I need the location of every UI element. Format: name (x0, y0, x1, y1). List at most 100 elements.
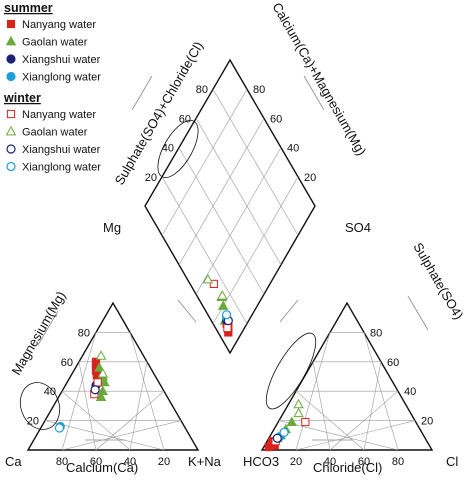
legend-marker-summer-xiangshui-water (6, 54, 16, 64)
legend: summer Nanyang water Gaolan water Xiangshui… (3, 1, 101, 174)
tick-label: 40 (124, 456, 136, 468)
diagram-frame (26, 58, 434, 451)
point-summer-gaolan-water (94, 362, 105, 372)
point-summer-gaolan-water (217, 300, 229, 310)
tick-label: 80 (196, 84, 208, 96)
tick-label: 40 (287, 143, 299, 155)
grid-line (195, 147, 282, 295)
data-points (54, 273, 310, 452)
grid-line (61, 420, 182, 451)
grid-line (195, 118, 282, 265)
legend-label-winter-gaolan-water: Gaolan water (22, 127, 88, 139)
legend-label-summer-xianglong-water: Xianglong water (22, 72, 101, 84)
tick-labels: 80 60 40 20 80 60 40 20 20 40 60 80 20 40 60 80 20 40 60 80… (27, 84, 434, 468)
legend-label-summer-gaolan-water: Gaolan water (22, 37, 88, 49)
cation-triangle-outline (26, 301, 200, 451)
diamond-outline (144, 58, 316, 355)
point-summer-gaolan-water (286, 416, 297, 426)
tick-label: 60 (90, 456, 102, 468)
legend-label-winter-nanyang-water: Nanyang water (22, 109, 96, 121)
tick-label: 60 (387, 357, 399, 369)
point-winter-nanyang-water (209, 279, 218, 289)
point-winter-xianglong-water (54, 423, 65, 433)
point-winter-gaolan-water (95, 350, 107, 360)
tick-label: 20 (304, 172, 316, 184)
grid-line (161, 176, 248, 324)
legend-marker-winter-xiangshui-water (6, 144, 16, 154)
direction-arrow (303, 75, 325, 111)
tick-label: 20 (145, 172, 157, 184)
legend-marker-summer-gaolan-water (5, 35, 17, 46)
axis-title-magnesium: Magnesium(Mg) (9, 289, 69, 378)
grid-line (78, 361, 97, 451)
point-winter-xianglong-water (222, 310, 232, 320)
highlight-ellipse (19, 382, 61, 430)
axis-title-sulphate: Sulphate(SO4) (410, 240, 465, 322)
legend-marker-summer-xianglong-water (6, 71, 16, 82)
grid-line (178, 147, 265, 295)
corner-label-hco3: HCO3 (243, 454, 279, 469)
highlight-ellipse (265, 332, 317, 410)
corner-label-cl: Cl (446, 454, 458, 469)
grid-line (278, 420, 399, 451)
tick-label: 80 (56, 456, 68, 468)
corner-label-mg: Mg (103, 220, 121, 235)
point-winter-xianglong-water (279, 427, 289, 437)
grid-line (363, 361, 382, 451)
decorations (19, 75, 429, 441)
tick-label: 40 (404, 386, 416, 398)
legend-marker-winter-xianglong-water (6, 161, 16, 172)
tick-label: 80 (253, 84, 265, 96)
legend-label-winter-xianglong-water: Xianglong water (22, 162, 101, 174)
tick-label: 20 (27, 416, 39, 428)
point-summer-gaolan-water (95, 391, 107, 401)
tick-label: 80 (78, 327, 90, 339)
legend-marker-winter-nanyang-water (6, 109, 16, 119)
legend-marker-summer-nanyang-water (6, 19, 16, 29)
legend-label-winter-xiangshui-water: Xiangshui water (22, 144, 101, 156)
direction-arrow (279, 299, 299, 323)
legend-marker-winter-gaolan-water (5, 125, 17, 136)
legend-label-summer-nanyang-water: Nanyang water (22, 19, 96, 31)
grid-line (212, 176, 299, 324)
tick-label: 60 (61, 357, 73, 369)
grid-line (295, 420, 416, 451)
tick-label: 60 (358, 456, 370, 468)
anion-triangle-outline (260, 301, 434, 451)
axis-title-calcium: Calcium(Ca) (66, 460, 138, 475)
direction-arrow (177, 299, 197, 323)
tick-label: 20 (158, 456, 170, 468)
point-summer-gaolan-water (99, 376, 110, 387)
tick-label: 60 (179, 113, 191, 125)
point-winter-gaolan-water (217, 290, 228, 300)
grid-line (295, 390, 365, 451)
point-winter-nanyang-water (301, 417, 310, 427)
axis-title-chloride: Chloride(Cl) (313, 460, 382, 475)
point-winter-xiangshui-water (90, 385, 100, 395)
legend-label-summer-xiangshui-water: Xiangshui water (22, 54, 101, 66)
tick-label: 20 (421, 416, 433, 428)
direction-arrow (131, 75, 153, 111)
tick-label: 80 (392, 456, 404, 468)
axis-title-calcium-magnesium: Calcium(Ca)+Magnesium(Mg) (269, 0, 369, 158)
corner-label-kna: K+Na (188, 454, 222, 469)
tick-label: 60 (270, 113, 282, 125)
point-winter-gaolan-water (293, 407, 304, 418)
grid-line (363, 332, 399, 451)
point-winter-gaolan-water (202, 273, 214, 284)
tick-label: 40 (44, 386, 56, 398)
highlight-ellipse (157, 120, 199, 178)
tick-label: 40 (162, 143, 174, 155)
point-winter-gaolan-water (97, 367, 109, 378)
grid-lines (44, 89, 416, 451)
corner-label-so4: SO4 (345, 220, 371, 235)
point-winter-gaolan-water (293, 398, 304, 409)
grid-line (212, 89, 299, 236)
tick-label: 20 (290, 456, 302, 468)
legend-heading-winter: winter (3, 91, 41, 105)
grid-line (129, 361, 148, 451)
grid-line (161, 89, 248, 236)
point-winter-xiangshui-water (272, 433, 282, 443)
